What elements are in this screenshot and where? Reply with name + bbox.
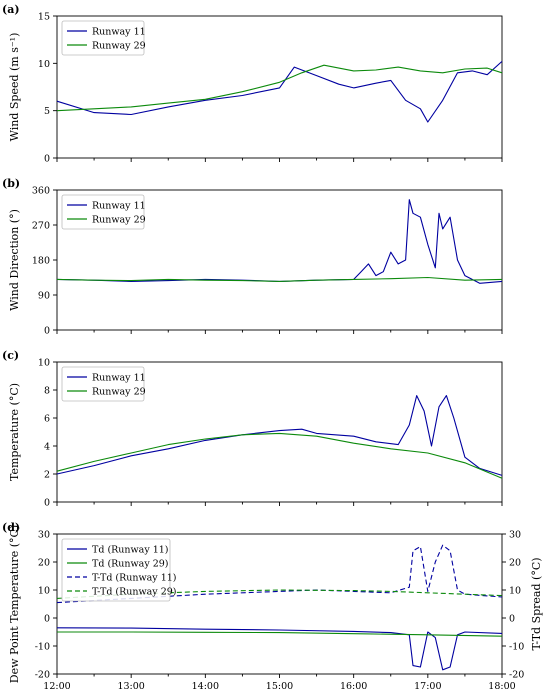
series-line-1 [56,60,503,123]
legend-label: Runway 11 [92,373,146,384]
y-axis-label: Temperature (°C) [8,383,21,481]
panel-d: (d) -20 -20 -10 -10 0 0 10 10 20 20 30 30 12:00 13:00 1… [2,521,543,692]
panel-label: (c) [2,349,19,362]
x-tick-label: 15:00 [266,681,293,692]
y-tick-label: 10 [38,59,50,70]
x-tick-label: 13:00 [117,681,144,692]
x-tick-label: 17:00 [414,681,441,692]
y-tick-label: 10 [38,358,50,369]
y-tick-label: 0 [44,154,50,165]
legend-box [61,194,145,230]
y-right-tick-label: -10 [509,642,524,653]
panel-label: (a) [2,3,20,16]
panel-a: (a) 0 5 10 15 Wind Speed (m s⁻¹) Runway 11 Runw… [2,3,503,165]
legend-label: T-Td (Runway 11) [92,573,177,584]
series-line-1 [56,395,503,476]
series-line-1 [56,627,503,671]
panel-label: (d) [2,521,20,534]
legend-label: Runway 29 [92,387,146,398]
series-line-2 [56,64,503,112]
y-right-tick-label: 10 [509,586,521,597]
y-right-tick-label: 30 [509,530,521,541]
legend-label: Runway 11 [92,27,146,38]
x-tick-label: 16:00 [340,681,367,692]
panel-label: (b) [2,177,20,190]
panel-c: (c) 0 2 4 6 8 10 Temperature (°C) Runway 11 Runwa… [2,349,503,509]
y-tick-label: 5 [44,106,50,117]
y-tick-label: -20 [35,670,50,681]
legend-box [61,366,145,402]
series-line-3 [56,544,503,604]
y-axis-label: Wind Speed (m s⁻¹) [8,33,21,142]
y-tick-label: 180 [32,256,50,267]
x-tick-label: 14:00 [192,681,219,692]
series-line-2 [56,432,503,479]
y-right-tick-label: 0 [509,614,515,625]
y-tick-label: 0 [44,498,50,509]
y-tick-label: 10 [38,586,50,597]
series-line-2 [57,631,503,637]
legend-label: Td (Runway 11) [92,545,169,556]
y-axis-label: Dew Point Temperature (°C) [8,525,21,683]
legend-label: Runway 11 [92,201,146,212]
y-tick-label: 360 [32,186,50,197]
x-tick-label: 18:00 [488,681,515,692]
y-tick-label: 0 [44,614,50,625]
legend-label: Runway 29 [92,41,146,52]
y-tick-label: 270 [32,221,50,232]
y-axis-label: Wind Direction (°) [8,209,21,311]
y-tick-label: 6 [44,414,50,425]
legend-box [61,538,171,602]
y-tick-label: 0 [44,326,50,337]
x-tick-label: 12:00 [43,681,70,692]
y-tick-label: 20 [38,558,50,569]
y-tick-label: 2 [44,470,50,481]
y-right-axis-label: T-Td Spread (°C) [530,557,543,650]
legend-label: Runway 29 [92,215,146,226]
y-tick-label: 15 [38,12,50,23]
y-tick-label: 8 [44,386,50,397]
y-tick-label: 4 [44,442,50,453]
y-tick-label: 30 [38,530,50,541]
legend-box [61,20,145,56]
legend-label: Td (Runway 29) [92,559,169,570]
series-line-1 [56,199,503,284]
panel-b: (b) 0 90 180 270 360 Wind Direction (°) Runway … [2,177,503,337]
y-tick-label: 90 [38,291,50,302]
y-right-tick-label: -20 [509,670,524,681]
y-tick-label: -10 [35,642,50,653]
y-right-tick-label: 20 [509,558,521,569]
series-line-2 [56,276,503,282]
legend-label: T-Td (Runway 29) [92,587,177,598]
